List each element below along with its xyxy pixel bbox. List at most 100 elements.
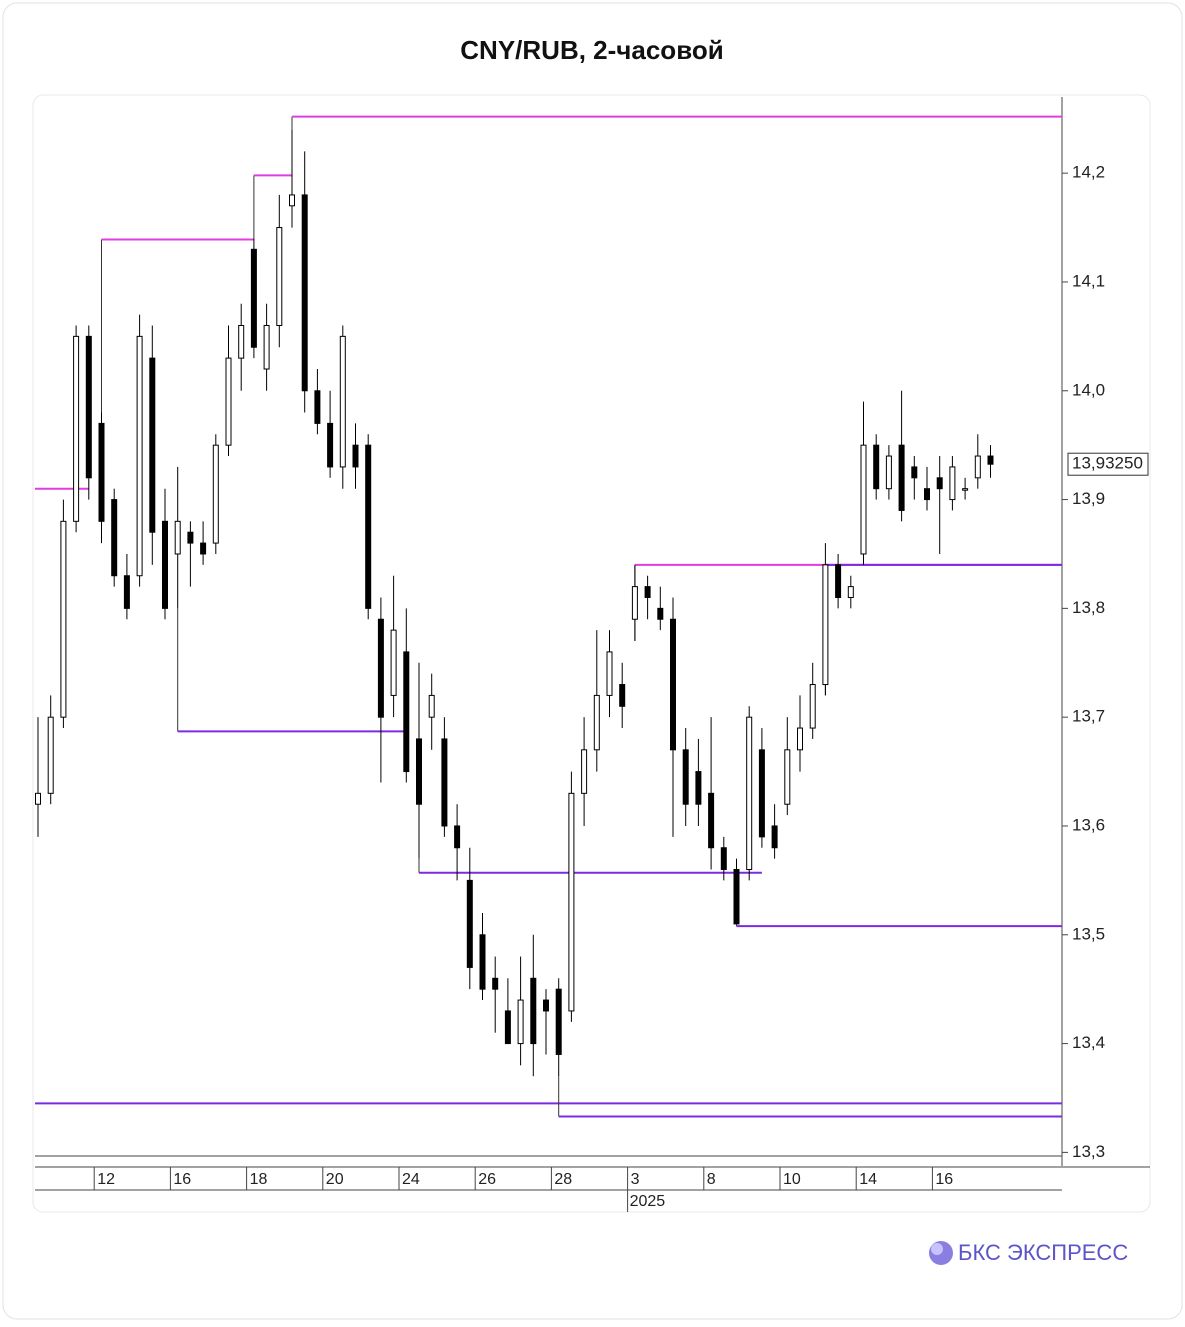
logo-highlight: [931, 1243, 943, 1255]
candle-body: [644, 586, 651, 598]
candle-body: [911, 466, 918, 479]
candle-body: [822, 564, 829, 686]
candle-body: [924, 488, 930, 501]
candle-body: [428, 694, 435, 718]
x-tick-label: 16: [173, 1171, 191, 1188]
candle-body: [949, 466, 956, 501]
candle-body: [720, 847, 727, 870]
candle-body: [98, 422, 105, 522]
candle-body: [657, 607, 664, 620]
candle-body: [441, 738, 448, 827]
candle-body: [987, 455, 994, 465]
candle-body: [416, 738, 422, 805]
candle-body: [682, 749, 689, 805]
candle-body: [466, 879, 473, 968]
candle-body: [212, 444, 219, 544]
candle-body: [352, 444, 359, 468]
brand-name: БКС ЭКСПРЕСС: [958, 1240, 1128, 1265]
candle-body: [797, 727, 803, 751]
candle-body: [162, 520, 168, 609]
candle-body: [85, 335, 92, 479]
candle-body: [873, 444, 880, 490]
candle-body: [936, 477, 943, 490]
candle-body: [225, 357, 232, 446]
candle-body: [771, 825, 778, 849]
x-tick-label: 28: [554, 1171, 572, 1188]
candle-body: [593, 694, 600, 751]
candle-body: [530, 977, 537, 1045]
candle-body: [517, 999, 524, 1045]
candle-body: [847, 586, 854, 598]
x-tick-label: 18: [250, 1171, 268, 1188]
candle-body: [250, 248, 257, 348]
candle-body: [73, 335, 80, 522]
candle-body: [631, 586, 638, 620]
candle-body: [111, 499, 118, 577]
candle-body: [174, 520, 181, 555]
candle-body: [504, 1010, 511, 1045]
candle-body: [758, 749, 765, 838]
candle-body: [403, 651, 410, 773]
candle-body: [492, 977, 499, 990]
x-tick-label: 16: [935, 1171, 953, 1188]
x-tick-label: 10: [783, 1171, 801, 1188]
x-tick-label: 8: [707, 1171, 716, 1188]
y-tick-label: 13,8: [1072, 598, 1105, 617]
candle-body: [238, 324, 245, 359]
candle-body: [339, 335, 346, 468]
candle-body: [619, 684, 626, 707]
candle-body: [479, 934, 486, 990]
candle-body: [733, 868, 740, 925]
candle-body: [581, 749, 588, 794]
chart-title: CNY/RUB, 2-часовой: [460, 35, 723, 65]
candle-body: [746, 716, 753, 870]
candle-body: [885, 455, 892, 490]
y-tick-label: 14,0: [1072, 380, 1105, 399]
candle-body: [708, 792, 715, 849]
candle-body: [136, 335, 143, 577]
candle-body: [784, 749, 791, 805]
candle-body: [568, 792, 575, 1012]
candle-body: [327, 422, 334, 468]
candle-body: [187, 531, 194, 544]
candle-body: [123, 575, 130, 609]
candle-body: [962, 488, 969, 491]
candle-body: [454, 825, 461, 849]
y-tick-label: 14,2: [1072, 163, 1105, 182]
x-tick-label: 26: [478, 1171, 496, 1188]
y-tick-label: 13,9: [1072, 489, 1105, 508]
candle-body: [60, 520, 67, 718]
candle-body: [301, 194, 308, 392]
y-tick-label: 13,6: [1072, 815, 1105, 834]
candle-body: [289, 194, 295, 207]
candle-body: [695, 771, 702, 805]
year-label: 2025: [630, 1193, 666, 1210]
y-tick-label: 13,7: [1072, 707, 1105, 726]
x-tick-label: 3: [631, 1171, 640, 1188]
candle-body: [809, 684, 816, 729]
y-tick-label: 13,3: [1072, 1142, 1105, 1161]
brand-logo: БКС ЭКСПРЕСС: [929, 1240, 1128, 1265]
candle-body: [35, 792, 41, 805]
candle-body: [974, 455, 981, 479]
candle-body: [47, 716, 54, 794]
candle-body: [263, 324, 270, 370]
candle-body: [200, 542, 207, 555]
x-tick-label: 14: [859, 1171, 877, 1188]
candle-body: [860, 444, 867, 555]
y-tick-label: 13,5: [1072, 924, 1105, 943]
chart-panel: [32, 94, 1151, 1213]
candle-body: [390, 629, 397, 696]
candle-body: [276, 227, 283, 326]
candle-body: [555, 988, 562, 1055]
last-price-box: [1067, 452, 1149, 476]
last-price-label: 13,93250: [1072, 454, 1143, 473]
y-tick-label: 14,1: [1072, 271, 1105, 290]
candle-body: [835, 564, 842, 598]
x-tick-label: 24: [402, 1171, 420, 1188]
y-tick-label: 13,4: [1072, 1033, 1105, 1052]
candle-body: [314, 390, 321, 424]
candle-body: [898, 444, 905, 511]
